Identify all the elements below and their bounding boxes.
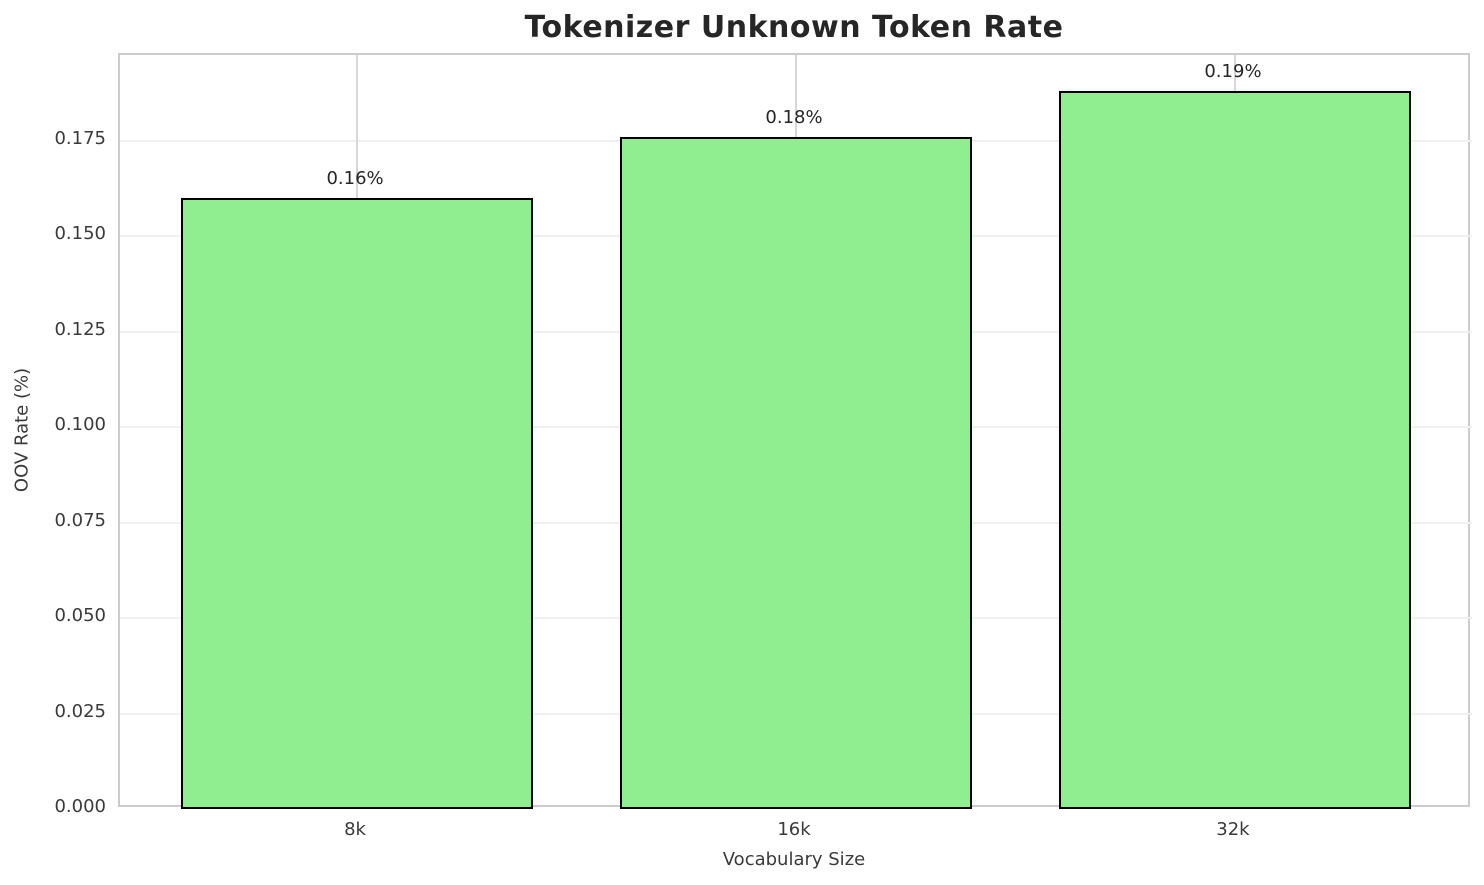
plot-area: [118, 53, 1472, 809]
y-tick-label: 0.050: [54, 605, 106, 627]
bar-32k: [1059, 90, 1411, 809]
bar-value-label: 0.19%: [1204, 60, 1262, 82]
x-tick-label-8k: 8k: [344, 819, 366, 840]
y-tick-label: 0.100: [54, 414, 106, 436]
bar-8k: [181, 197, 533, 809]
y-tick-label: 0.125: [54, 318, 106, 340]
x-axis-label: Vocabulary Size: [722, 849, 866, 870]
chart-title: Tokenizer Unknown Token Rate: [524, 10, 1064, 45]
y-tick-label: 0.000: [54, 796, 106, 817]
bar-value-label: 0.16%: [326, 167, 384, 189]
bar-16k: [620, 136, 972, 809]
y-tick-label: 0.150: [54, 223, 106, 245]
y-tick-label: 0.175: [54, 127, 106, 149]
bar-value-label: 0.18%: [765, 106, 823, 128]
y-tick-label: 0.025: [54, 700, 106, 722]
x-tick-label-32k: 32k: [1216, 819, 1250, 840]
x-tick-label-16k: 16k: [777, 819, 811, 840]
y-tick-label: 0.075: [54, 509, 106, 531]
